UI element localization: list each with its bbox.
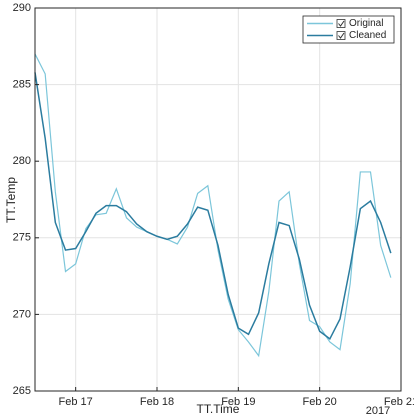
y-tick-label: 280 <box>13 155 31 167</box>
legend-check <box>338 32 345 39</box>
lines <box>34 53 392 358</box>
y-tick-label: 285 <box>13 79 31 91</box>
legend-checkbox[interactable] <box>336 19 346 28</box>
x-year-label: 2017 <box>366 405 390 417</box>
y-tick-label: 275 <box>13 232 31 244</box>
series-line <box>34 72 392 341</box>
axes-box <box>34 7 402 392</box>
y-axis-label: TT.Temp <box>4 177 18 223</box>
plot-area <box>35 8 401 391</box>
x-tick-label: Feb 17 <box>59 396 93 408</box>
x-tick-label: Feb 21 <box>384 396 414 408</box>
x-tick-label: Feb 18 <box>140 396 174 408</box>
x-axis-label: TT.Time <box>197 402 240 416</box>
y-tick-label: 290 <box>13 2 31 14</box>
x-tick-label: Feb 19 <box>221 396 255 408</box>
y-tick-label: 265 <box>13 385 31 397</box>
legend-check <box>338 20 345 27</box>
legend-checkbox[interactable] <box>336 31 346 40</box>
legend-label[interactable]: Cleaned <box>349 30 386 41</box>
y-tick-label: 270 <box>13 308 31 320</box>
legend-box <box>302 15 395 44</box>
legend-label[interactable]: Original <box>349 18 383 29</box>
x-tick-label: Feb 20 <box>303 396 337 408</box>
